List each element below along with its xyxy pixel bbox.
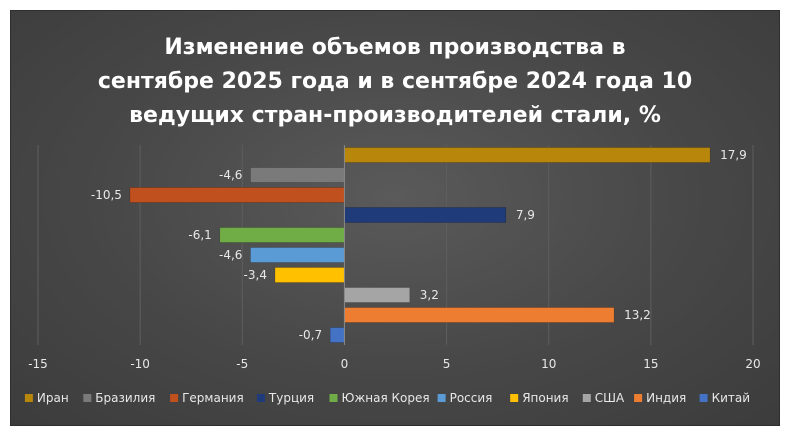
x-tick-label: -5 [236, 357, 248, 371]
x-tick-label: 5 [443, 357, 451, 371]
bar-10 [329, 327, 345, 343]
legend-swatch [329, 394, 338, 402]
bar-1 [344, 147, 711, 163]
data-label: 7,9 [516, 208, 535, 222]
legend-label: Россия [450, 391, 493, 405]
x-tick-label: -15 [28, 357, 48, 371]
x-tick-label: 15 [643, 357, 658, 371]
legend-swatch [699, 394, 708, 402]
legend-label: Индия [646, 391, 686, 405]
data-label: -0,7 [299, 328, 322, 342]
data-label: -3,4 [244, 268, 267, 282]
x-tick-label: 10 [541, 357, 556, 371]
bar-7 [274, 267, 345, 283]
legend-label: Китай [712, 391, 750, 405]
legend-label: Южная Корея [342, 391, 430, 405]
legend-label: Германия [182, 391, 244, 405]
chart-area: Изменение объемов производства в сентябр… [10, 10, 780, 426]
data-label: -10,5 [91, 188, 122, 202]
bar-5 [219, 227, 345, 243]
bar-9 [344, 307, 615, 323]
legend-swatch [634, 394, 643, 402]
legend-swatch [83, 394, 92, 402]
bar-3 [129, 187, 345, 203]
data-label: 17,9 [720, 148, 747, 162]
data-label: 3,2 [420, 288, 439, 302]
bar-chart: 17,9-4,6-10,57,9-6,1-4,6-3,43,213,2-0,7-… [24, 145, 761, 405]
legend-label: Иран [37, 391, 69, 405]
data-label: -6,1 [188, 228, 211, 242]
x-tick-label: -10 [130, 357, 150, 371]
x-tick-label: 20 [745, 357, 760, 371]
chart-title: Изменение объемов производства в сентябр… [97, 35, 693, 128]
legend-swatch [170, 394, 179, 402]
legend-label: США [595, 391, 625, 405]
legend-swatch [510, 394, 519, 402]
legend-label: Турция [268, 391, 314, 405]
bar-6 [250, 247, 345, 263]
data-label: -4,6 [219, 248, 242, 262]
bar-8 [344, 287, 411, 303]
x-tick-label: 0 [341, 357, 349, 371]
data-label: 13,2 [624, 308, 651, 322]
bar-2 [250, 167, 345, 183]
data-label: -4,6 [219, 168, 242, 182]
legend-swatch [437, 394, 446, 402]
legend-swatch [24, 394, 33, 402]
legend-swatch [256, 394, 265, 402]
legend-label: Япония [522, 391, 568, 405]
legend-label: Бразилия [95, 391, 155, 405]
bar-4 [344, 207, 507, 223]
legend-swatch [582, 394, 591, 402]
